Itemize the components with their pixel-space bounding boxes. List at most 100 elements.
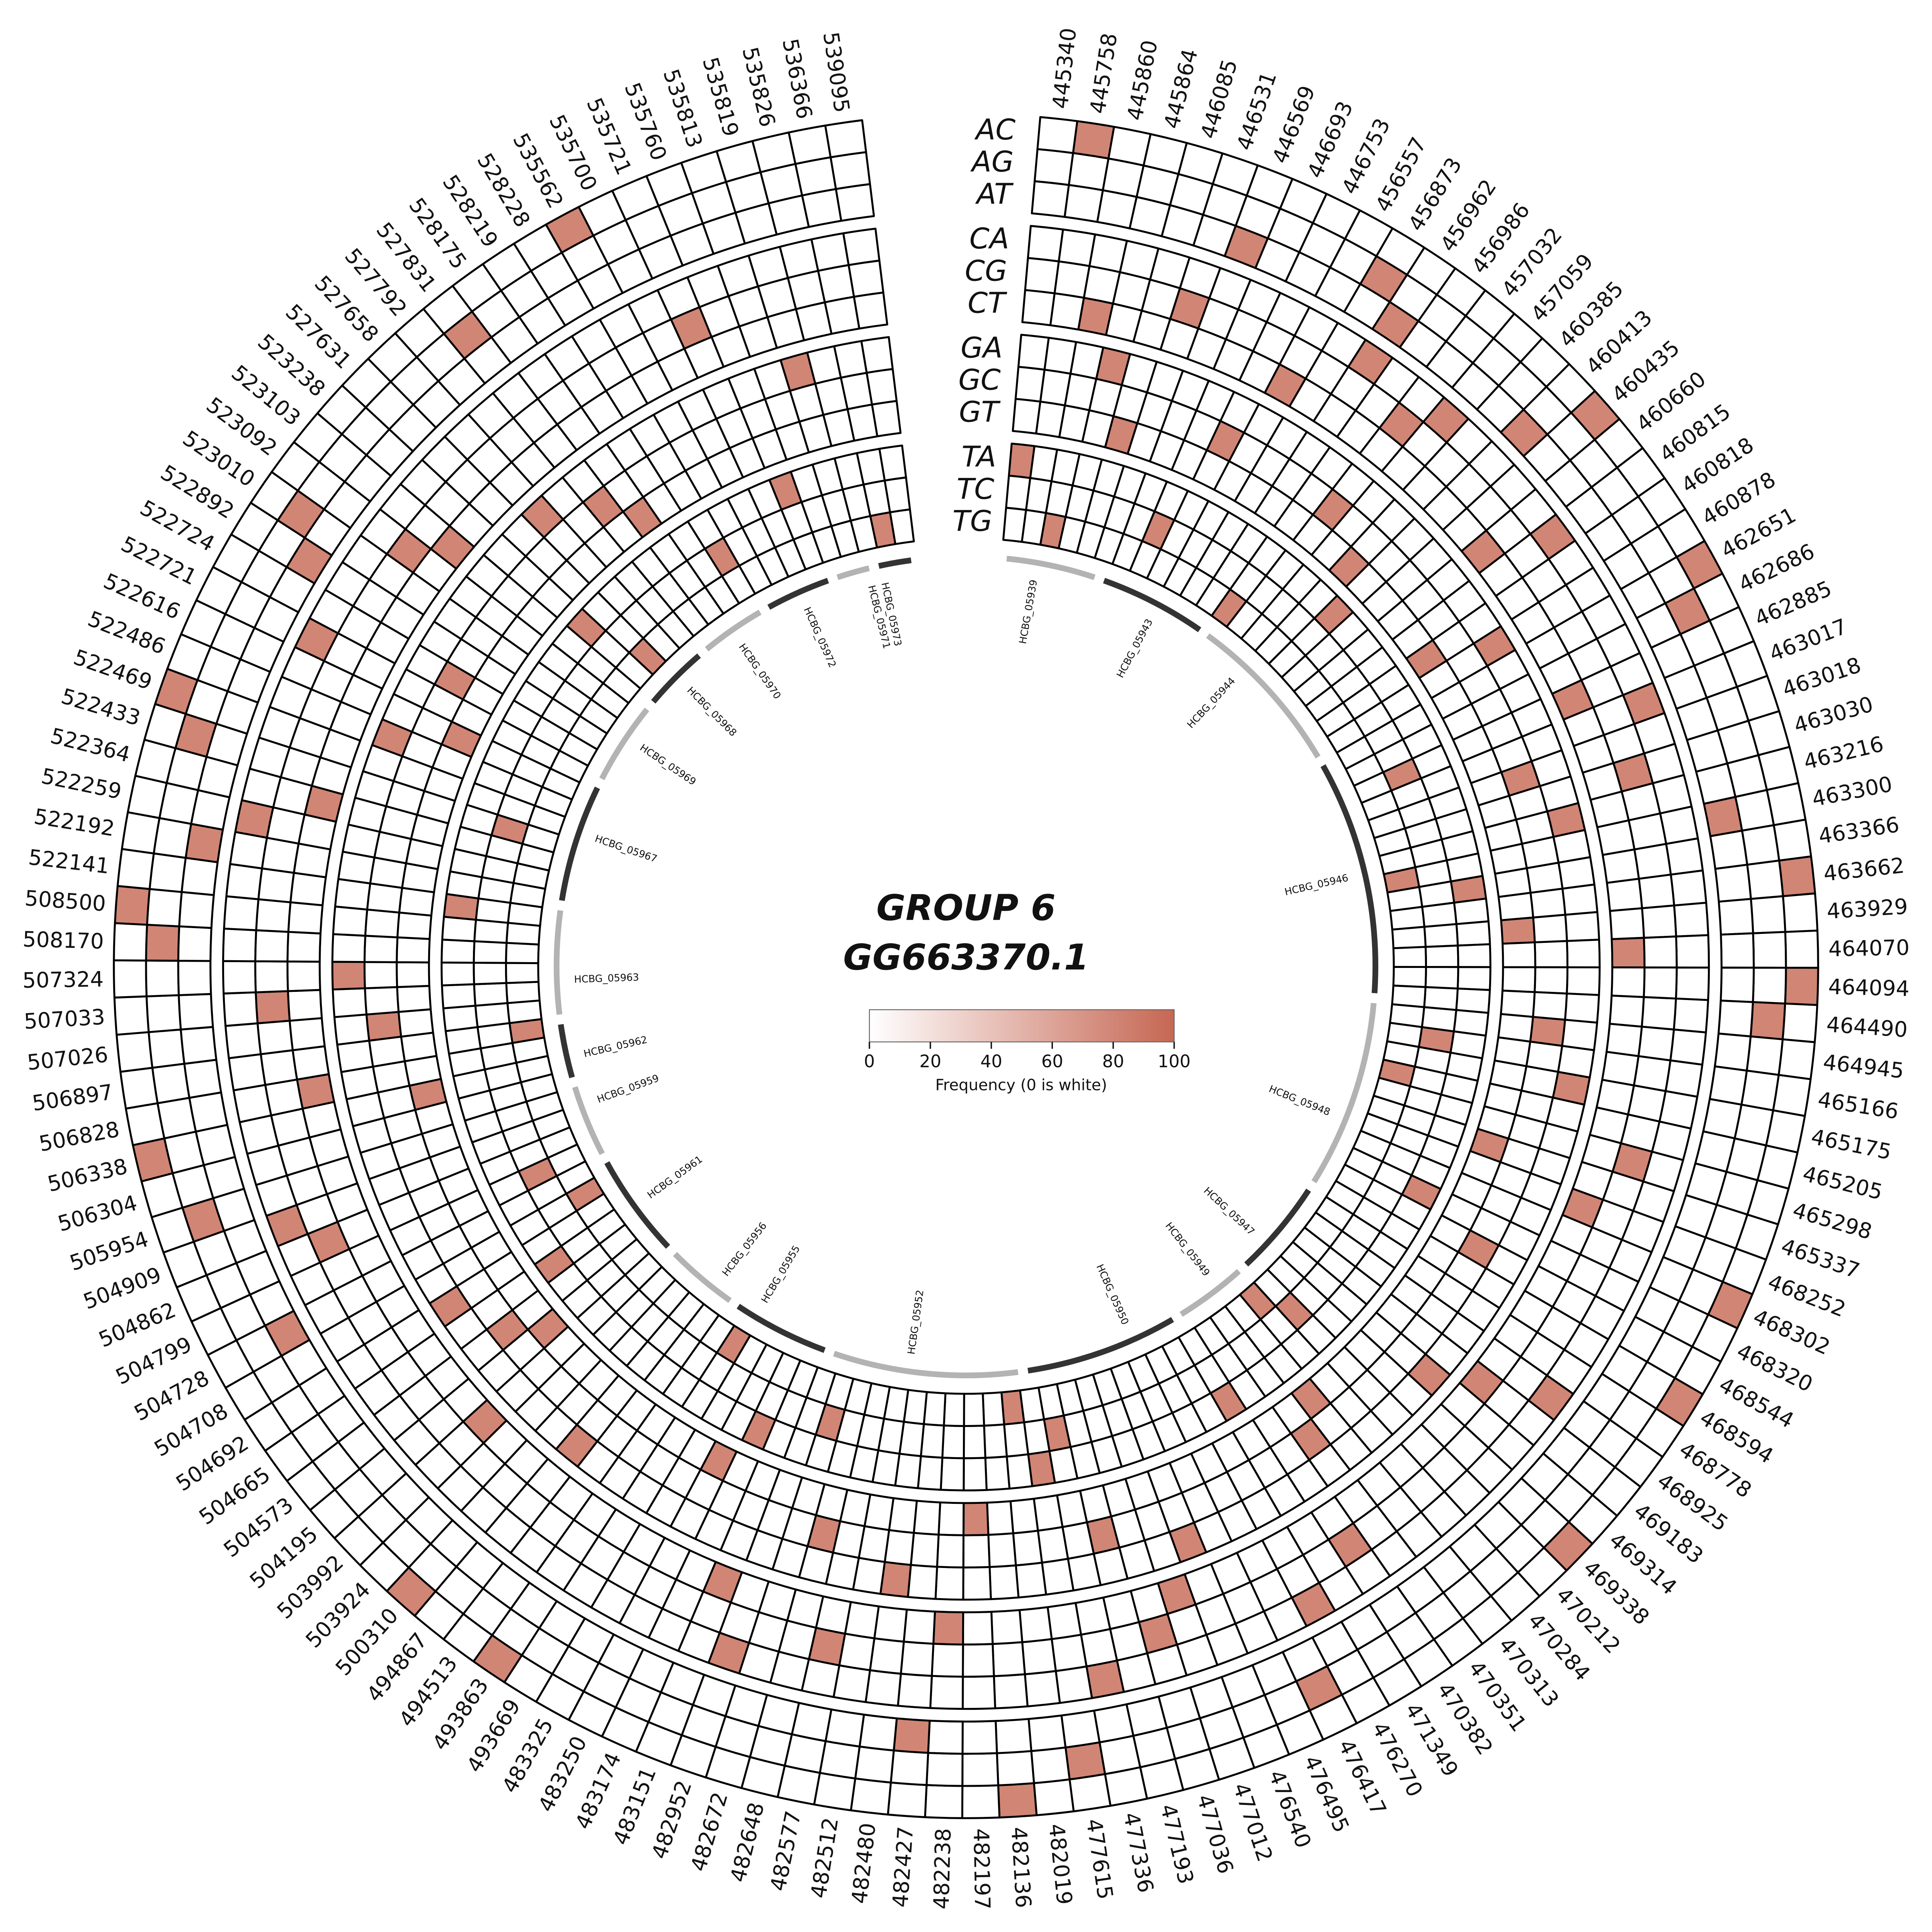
position-label: 482197: [969, 1828, 995, 1910]
heatmap-cell: [119, 1066, 159, 1110]
heatmap-cell: [819, 1740, 861, 1780]
heatmap-cell: [1709, 830, 1748, 870]
heatmap-cell: [1391, 926, 1427, 949]
gene-label: HCBG_05972: [801, 605, 838, 670]
heatmap-cell: [1021, 1638, 1057, 1675]
heatmap-cell: [1019, 1606, 1053, 1643]
gene-arc: [1311, 1003, 1377, 1184]
heatmap-cell: [1068, 1773, 1112, 1813]
heatmap-cell: [1031, 180, 1070, 218]
gene-label: HCBG_05959: [595, 1072, 660, 1105]
heatmap-cell: [255, 990, 291, 1024]
heatmap-cell: [289, 1017, 326, 1051]
heatmap-cell: [1423, 986, 1459, 1011]
gene-arc: [572, 1086, 605, 1155]
ring-label-GT: GT: [959, 395, 1001, 429]
heatmap-cell: [1072, 120, 1115, 160]
gene-label: HCBG_05970: [736, 641, 783, 701]
heatmap-cell: [223, 895, 260, 931]
heatmap-cell: [889, 508, 915, 545]
heatmap-cell: [363, 935, 399, 963]
heatmap-cell: [1424, 966, 1459, 990]
gene-arc: [559, 786, 600, 901]
heatmap-cell: [1778, 855, 1816, 897]
heatmap-cell: [1741, 824, 1780, 866]
heatmap-cell: [1532, 991, 1568, 1021]
gene-label: HCBG_05962: [583, 1034, 649, 1060]
heatmap-cell: [1718, 1000, 1754, 1037]
ring-label-TG: TG: [952, 504, 992, 538]
heatmap-cell: [396, 912, 432, 940]
gene-label: HCBG_05950: [1094, 1262, 1131, 1327]
heatmap-cell: [396, 936, 431, 964]
heatmap-cell: [1054, 1665, 1093, 1704]
heatmap-cell: [1784, 929, 1819, 969]
heatmap-cell: [364, 908, 400, 939]
heatmap-cell: [1534, 940, 1569, 968]
position-label: 464094: [1828, 975, 1910, 1001]
heatmap-cell: [1502, 941, 1536, 968]
heatmap-cell: [842, 228, 881, 266]
heatmap-cell: [1611, 937, 1646, 969]
position-label: 482577: [765, 1809, 806, 1893]
heatmap-cell: [1564, 992, 1600, 1024]
heatmap-cell: [1719, 966, 1755, 1003]
gene-arc: [1206, 633, 1321, 759]
position-label: 482019: [1044, 1823, 1077, 1906]
heatmap-cell: [441, 916, 477, 942]
gene-label: HCBG_05949: [1163, 1220, 1212, 1279]
position-label: 463216: [1801, 731, 1886, 775]
heatmap-cell: [893, 1717, 931, 1754]
position-label: 482480: [847, 1821, 880, 1905]
heatmap-cell: [505, 942, 540, 964]
heatmap-cell: [1526, 862, 1564, 894]
position-label: 463366: [1817, 812, 1901, 849]
heatmap-cell: [289, 872, 327, 906]
heatmap-cell: [1772, 818, 1812, 862]
position-label: 506304: [55, 1190, 140, 1236]
heatmap-cell: [364, 986, 400, 1016]
heatmap-cell: [148, 1028, 185, 1069]
heatmap-cell: [1643, 935, 1678, 969]
heatmap-cell: [961, 1784, 1001, 1819]
heatmap-cell: [1027, 225, 1064, 262]
gene-arc: [599, 707, 650, 781]
position-label: 446085: [1196, 56, 1242, 141]
heatmap-cell: [910, 1532, 940, 1568]
heatmap-cell: [962, 1675, 997, 1710]
heatmap-cell: [992, 1641, 1026, 1677]
heatmap-cell: [962, 1611, 994, 1646]
heatmap-cell: [963, 1392, 985, 1427]
heatmap-cell: [913, 1500, 941, 1536]
position-label: 445864: [1159, 46, 1202, 131]
heatmap-cell: [986, 1500, 1014, 1536]
heatmap-cell: [847, 259, 884, 298]
heatmap-cell: [224, 1022, 262, 1060]
position-label: 522364: [48, 723, 133, 767]
heatmap-cell: [988, 1564, 1020, 1600]
heatmap-cell: [866, 368, 898, 406]
gene-arc: [767, 578, 829, 610]
heatmap-cell: [962, 1566, 992, 1601]
position-label: 477336: [1119, 1810, 1158, 1895]
position-label: 465166: [1816, 1087, 1900, 1124]
heatmap-cell: [860, 336, 894, 374]
heatmap-cell: [440, 961, 475, 986]
heatmap-cell: [180, 1026, 218, 1065]
gene-label: HCBG_05955: [759, 1243, 803, 1305]
heatmap-cell: [990, 1609, 1024, 1645]
ring-label-AT: AT: [975, 177, 1014, 211]
heatmap-cell: [255, 898, 292, 933]
heatmap-cell: [1024, 257, 1060, 294]
heatmap-cell: [1673, 901, 1709, 938]
heatmap-cell: [1392, 966, 1427, 988]
heatmap-cell: [1746, 1035, 1784, 1076]
position-label: 477193: [1156, 1802, 1199, 1886]
gene-label: HCBG_05944: [1185, 675, 1238, 731]
position-label: 508170: [22, 927, 104, 954]
position-label: 506828: [37, 1117, 121, 1156]
heatmap-cell: [292, 1045, 330, 1081]
heatmap-cell: [864, 1669, 902, 1707]
heatmap-cell: [1455, 987, 1491, 1014]
